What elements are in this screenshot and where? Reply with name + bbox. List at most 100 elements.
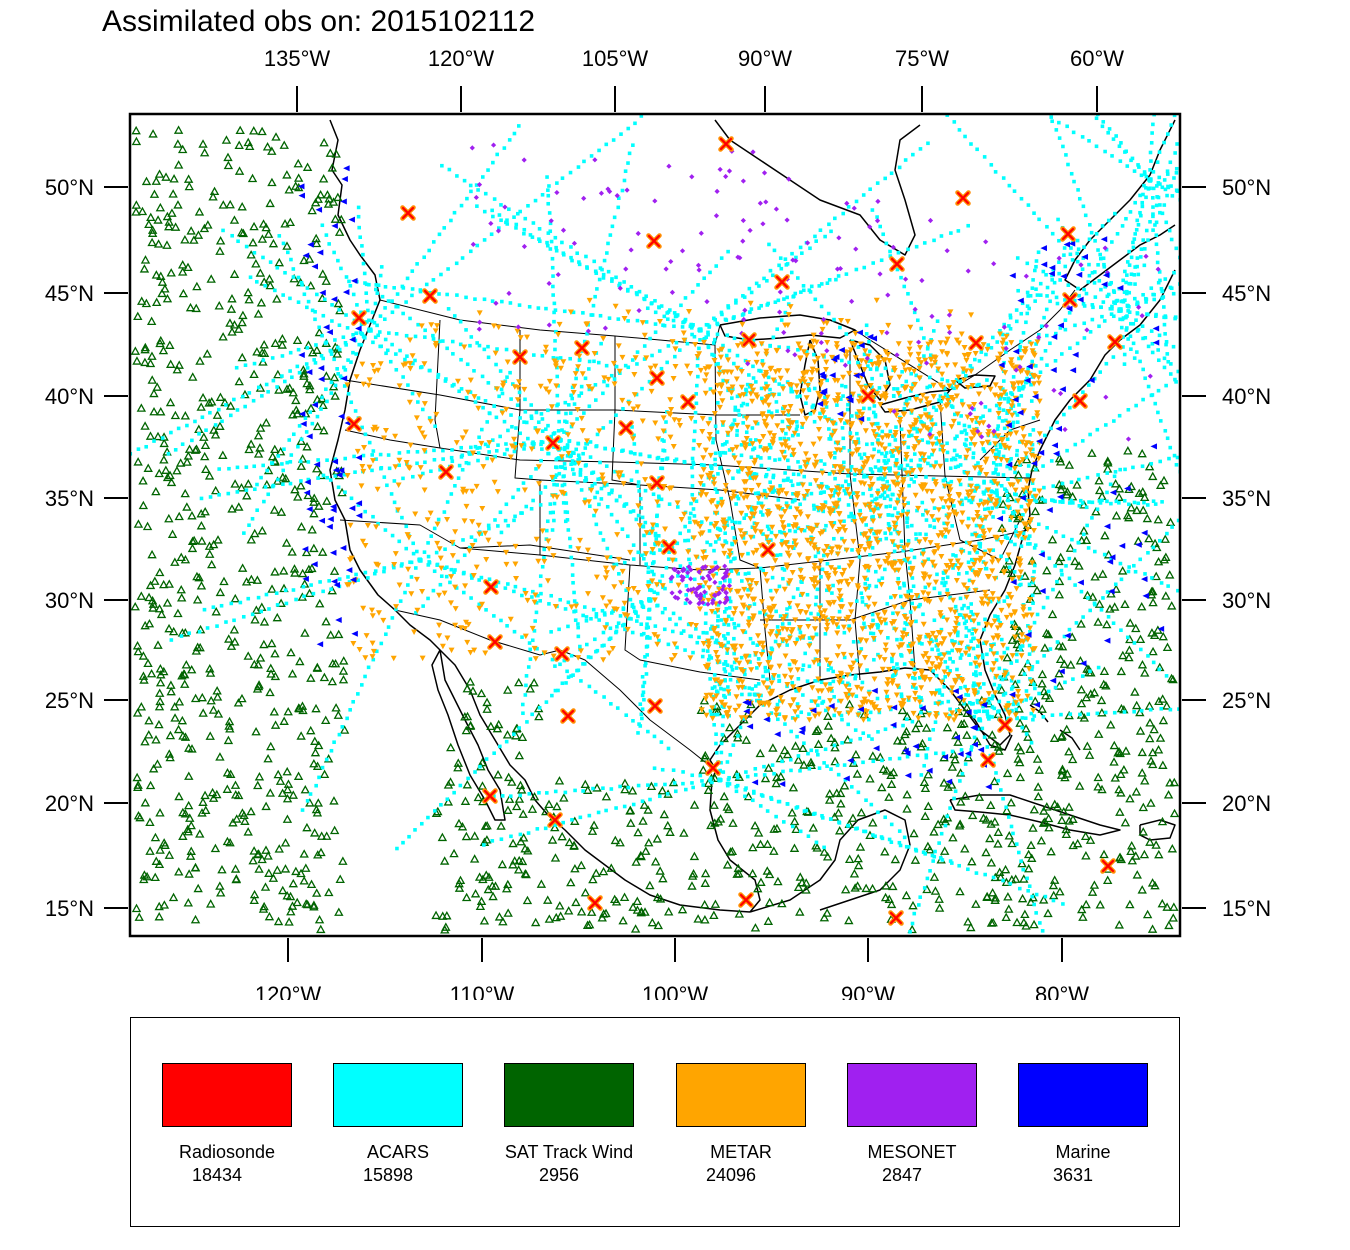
acars-marker — [366, 308, 370, 313]
acars-marker — [915, 508, 919, 513]
sat-track-wind-marker — [799, 760, 809, 769]
acars-marker — [1314, 222, 1318, 226]
acars-marker — [1004, 341, 1009, 346]
acars-marker — [315, 292, 319, 297]
sat-track-wind-marker — [1015, 745, 1026, 755]
acars-marker — [1119, 325, 1124, 330]
sat-track-wind-marker — [1103, 456, 1113, 465]
acars-marker — [1087, 383, 1091, 387]
sat-track-wind-marker — [552, 801, 562, 811]
acars-marker — [648, 636, 652, 640]
sat-track-wind-marker — [158, 579, 169, 589]
acars-marker — [1021, 512, 1025, 517]
sat-track-wind-marker — [285, 217, 296, 227]
acars-marker — [1072, 548, 1077, 553]
acars-marker — [795, 734, 799, 739]
left-lat-label: 30°N — [45, 588, 94, 613]
sat-track-wind-marker — [299, 849, 309, 858]
sat-track-wind-marker — [194, 572, 204, 582]
acars-marker — [1121, 278, 1126, 283]
sat-track-wind-marker — [1055, 457, 1066, 466]
sat-track-wind-marker — [200, 790, 210, 800]
acars-marker — [1122, 498, 1127, 503]
acars-marker — [1184, 168, 1188, 172]
acars-marker — [897, 165, 902, 170]
acars-marker — [734, 789, 739, 794]
sat-track-wind-marker — [192, 571, 202, 581]
acars-marker — [901, 548, 906, 553]
acars-marker — [1151, 122, 1155, 127]
sat-track-wind-marker — [147, 225, 158, 234]
acars-marker — [371, 657, 376, 662]
sat-track-wind-marker — [990, 739, 1000, 749]
acars-marker — [365, 320, 369, 324]
sat-track-wind-marker — [257, 234, 268, 243]
acars-marker — [179, 634, 184, 638]
sat-track-wind-marker — [1043, 813, 1054, 823]
acars-marker — [387, 331, 391, 335]
sat-track-wind-marker — [793, 755, 804, 764]
acars-marker — [1158, 419, 1163, 423]
acars-marker — [854, 199, 859, 204]
acars-marker — [950, 749, 955, 754]
state-line-13 — [459, 544, 631, 561]
acars-marker — [755, 643, 760, 647]
sat-track-wind-marker — [1093, 782, 1103, 791]
acars-marker — [768, 343, 772, 348]
acars-marker — [1168, 285, 1173, 290]
acars-marker — [891, 454, 895, 458]
sat-track-wind-marker — [187, 536, 198, 546]
sat-track-wind-marker — [454, 883, 465, 892]
acars-marker — [1038, 281, 1043, 286]
acars-marker — [640, 716, 644, 721]
acars-marker — [270, 461, 275, 465]
acars-marker — [716, 603, 721, 607]
acars-marker — [1239, 442, 1243, 446]
sat-track-wind-marker — [1057, 815, 1067, 825]
acars-marker — [1184, 454, 1188, 458]
sat-track-wind-marker — [1120, 817, 1131, 827]
acars-marker — [612, 563, 616, 567]
acars-marker — [995, 491, 999, 495]
sat-track-wind-marker — [329, 796, 339, 805]
acars-marker — [1049, 459, 1054, 463]
acars-marker — [1308, 286, 1312, 290]
acars-marker — [332, 250, 336, 255]
sat-track-wind-marker — [1165, 517, 1176, 527]
acars-marker — [875, 181, 880, 185]
acars-marker — [599, 497, 604, 501]
acars-marker — [657, 349, 662, 353]
acars-marker — [694, 627, 698, 631]
acars-marker — [575, 251, 579, 256]
acars-marker — [492, 197, 497, 201]
acars-marker — [691, 650, 695, 655]
sat-track-wind-marker — [305, 380, 315, 390]
sat-track-wind-marker — [141, 298, 152, 308]
acars-marker — [729, 569, 734, 573]
sat-track-wind-marker — [719, 733, 729, 743]
acars-marker — [651, 492, 656, 497]
sat-track-wind-marker — [641, 846, 651, 855]
sat-track-wind-marker — [289, 564, 300, 573]
acars-marker — [578, 473, 583, 477]
acars-marker — [1153, 401, 1158, 406]
sat-track-wind-marker — [273, 916, 284, 926]
acars-marker — [985, 661, 989, 666]
acars-marker — [917, 695, 921, 699]
acars-marker — [397, 451, 402, 455]
acars-marker — [1133, 282, 1137, 286]
acars-marker — [1223, 374, 1227, 378]
acars-marker — [690, 456, 695, 461]
sat-track-wind-marker — [173, 200, 183, 209]
acars-marker — [1169, 123, 1174, 127]
acars-marker — [1042, 485, 1046, 490]
sat-track-wind-marker — [990, 895, 1000, 904]
acars-marker — [478, 764, 482, 769]
sat-track-wind-marker — [1029, 919, 1039, 929]
acars-marker — [419, 821, 424, 826]
sat-track-wind-marker — [243, 137, 253, 147]
acars-marker — [912, 911, 917, 916]
sat-track-wind-marker — [1048, 880, 1059, 890]
sat-track-wind-marker — [1081, 899, 1091, 909]
acars-marker — [593, 690, 598, 694]
